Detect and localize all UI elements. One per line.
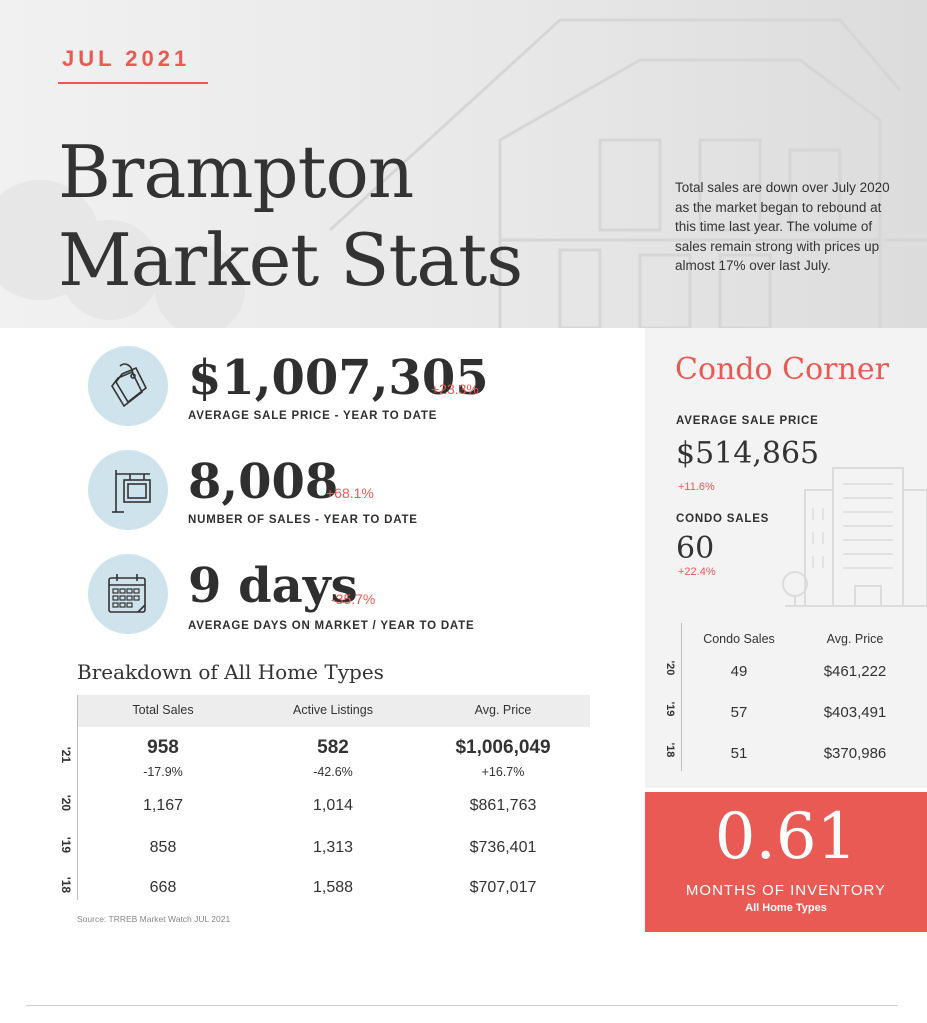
condo-price-cell: $370,986 [823,745,887,762]
avg-price-change: +16.7% [481,765,525,779]
number-of-sales-label: NUMBER OF SALES - YEAR TO DATE [188,514,418,526]
avg-price-cell: $1,006,049 [455,737,551,758]
condo-year-label: '19 [664,701,676,717]
condo-sales-cell: 57 [730,704,748,721]
condo-year-label: '18 [664,742,676,758]
days-on-market-label: AVERAGE DAYS ON MARKET / YEAR TO DATE [188,620,475,632]
condo-corner-title: Condo Corner [675,352,889,387]
footer-divider [26,1005,898,1006]
title-line-1: Brampton [58,130,414,214]
avg-sale-price-change: +23.3% [431,381,479,397]
year-label: '21 [59,746,73,764]
condo-sales-cell: 51 [730,745,748,762]
condo-avg-price-value: $514,865 [676,436,820,471]
condo-avg-price-change: +11.6% [678,481,715,493]
condo-building-illustration [782,467,927,607]
total-sales-change: -17.9% [143,765,183,779]
year-label: '19 [59,836,73,854]
for-sale-sign-icon [88,450,168,530]
condo-sales-change: +22.4% [678,566,716,578]
header-active-listings: Active Listings [293,703,373,717]
number-of-sales-change: +68.1% [326,485,374,501]
active-listings-change: -42.6% [313,765,353,779]
active-listings-cell: 1,313 [312,839,354,856]
days-on-market-value: 9 days [188,558,358,614]
active-listings-cell: 1,588 [312,879,354,896]
avg-price-cell: $707,017 [469,879,537,896]
intro-paragraph: Total sales are down over July 2020 as t… [675,180,890,273]
breakdown-divider [77,695,78,900]
condo-sales-value: 60 [676,531,715,566]
condo-price-cell: $403,491 [823,704,887,721]
calendar-icon [88,554,168,634]
condo-corner-panel [645,328,927,788]
number-of-sales-value: 8,008 [188,454,339,510]
condo-year-label: '20 [664,660,676,676]
price-tag-icon [88,346,168,426]
total-sales-cell: 668 [149,879,177,896]
condo-table-divider [681,623,682,771]
total-sales-cell: 858 [149,839,177,856]
avg-price-cell: $861,763 [469,797,537,814]
header-avg-price: Avg. Price [474,703,532,717]
avg-sale-price-value: $1,007,305 [188,350,489,406]
condo-price-cell: $461,222 [823,663,887,680]
months-of-inventory-label: MONTHS OF INVENTORY [685,882,887,899]
active-listings-cell: 582 [317,737,349,758]
total-sales-cell: 958 [147,737,179,758]
house-background-image [0,18,927,328]
month-underline [58,82,208,84]
months-of-inventory-value: 0.61 [714,800,858,874]
active-listings-cell: 1,014 [312,797,354,814]
title-line-2: Market Stats [58,218,523,302]
condo-sales-cell: 49 [730,663,748,680]
year-label: '20 [59,794,73,812]
breakdown-header-row [78,695,590,727]
inventory-panel [645,792,927,932]
page-title: Brampton Market Stats [58,128,523,304]
total-sales-cell: 1,167 [142,797,184,814]
condo-sales-label: CONDO SALES [676,513,770,525]
avg-sale-price-label: AVERAGE SALE PRICE - YEAR TO DATE [188,410,438,422]
condo-header-sales: Condo Sales [703,632,775,646]
condo-header-avg-price: Avg. Price [826,632,884,646]
hero-banner [0,0,927,328]
header-total-sales: Total Sales [132,703,194,717]
report-month: JUL 2021 [62,46,191,71]
days-on-market-change: -35.7% [331,591,376,607]
year-label: '18 [59,876,73,894]
avg-price-cell: $736,401 [469,839,537,856]
source-note: Source: TRREB Market Watch JUL 2021 [77,914,231,924]
breakdown-title: Breakdown of All Home Types [77,660,384,684]
inventory-subtitle: All Home Types [745,902,827,914]
condo-avg-price-label: AVERAGE SALE PRICE [676,415,819,427]
